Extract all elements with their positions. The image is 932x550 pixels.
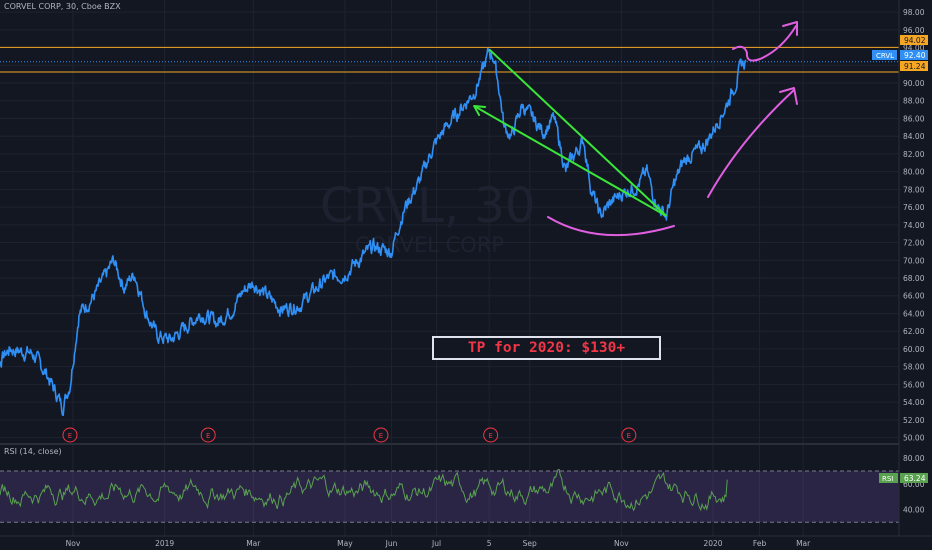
price-axis-label: 56.00 (903, 380, 925, 389)
price-axis-label: 52.00 (903, 416, 925, 425)
horizontal-levels (0, 46, 899, 73)
price-axis-label: 78.00 (903, 185, 925, 194)
up-arrow-head[interactable] (779, 87, 798, 105)
time-axis-label: 2019 (155, 539, 174, 548)
time-axis-label: Feb (753, 539, 767, 548)
time-axis-label: Nov (614, 539, 629, 548)
time-axis-label: 2020 (703, 539, 722, 548)
price-axis-label: 82.00 (903, 150, 925, 159)
price-axis-background (899, 0, 932, 550)
last-price-tag-text: 92.40 (904, 51, 926, 60)
time-axis-label: 5 (487, 539, 492, 548)
price-line (0, 47, 747, 416)
earnings-marker-label: E (68, 432, 72, 440)
price-axis-label: 88.00 (903, 97, 925, 106)
price-axis-label: 62.00 (903, 327, 925, 336)
time-axis-label: Mar (246, 539, 261, 548)
earnings-marker-label: E (627, 432, 631, 440)
last-price-tag (900, 50, 928, 60)
squiggle-arrow-marker[interactable] (732, 25, 797, 62)
time-axis[interactable]: Nov 2019 Mar May Jun Jul 5 Sep Nov 2020 Feb Mar (66, 539, 811, 548)
earnings-marker[interactable] (373, 427, 389, 443)
squiggle-arrow-head[interactable] (782, 21, 798, 36)
target-price-annotation[interactable]: TP for 2020: $130+ (432, 336, 661, 360)
earnings-marker[interactable] (200, 427, 216, 443)
price-axis-label: 72.00 (903, 239, 925, 248)
price-axis-label: 58.00 (903, 363, 925, 372)
price-axis-label: 90.00 (903, 79, 925, 88)
price-axis-label: 68.00 (903, 274, 925, 283)
symbol-header[interactable]: CORVEL CORP, 30, Cboe BZX (4, 2, 121, 11)
rsi-header[interactable]: RSI (14, close) (4, 447, 62, 456)
price-axis-label: 54.00 (903, 398, 925, 407)
rsi-axis-label: 40.00 (903, 505, 925, 514)
price-axis-label: 86.00 (903, 114, 925, 123)
time-axis-label: Jun (385, 539, 398, 548)
pane-separator (0, 443, 932, 445)
rsi-pane (0, 468, 899, 523)
price-axis-label: 66.00 (903, 292, 925, 301)
time-axis-label: Nov (66, 539, 81, 548)
price-series (0, 47, 747, 416)
rsi-axis-label: 80.00 (903, 454, 925, 463)
trendline-arrowhead[interactable] (473, 105, 487, 117)
resistance-tag (900, 35, 928, 45)
rsi-axis[interactable]: 40.00 60.00 80.00 (903, 454, 925, 514)
marker-drawings[interactable] (547, 21, 798, 237)
price-axis-label: 70.00 (903, 256, 925, 265)
rsi-band-fill (0, 471, 899, 523)
earnings-marker[interactable] (483, 427, 499, 443)
price-tags: 94.02 CRVL 92.40 91.24 RSI 63.24 (872, 35, 928, 483)
up-arrow-marker[interactable] (707, 89, 795, 198)
trendline-drawings[interactable] (473, 48, 668, 217)
price-axis-label: 74.00 (903, 221, 925, 230)
support-tag-text: 91.24 (904, 62, 926, 71)
earnings-marker[interactable] (621, 427, 637, 443)
trendline[interactable] (488, 48, 668, 217)
time-axis-label: May (337, 539, 353, 548)
rsi-value-tag-text: 63.24 (904, 474, 926, 483)
rsi-symbol-tag (879, 473, 898, 483)
earnings-marker-label: E (206, 432, 210, 440)
watermark-ticker: CRVL, 30 (320, 178, 535, 234)
price-axis-label: 60.00 (903, 345, 925, 354)
price-axis-label: 84.00 (903, 132, 925, 141)
vertical-gridlines (72, 0, 804, 536)
price-axis-label: 94.00 (903, 44, 925, 53)
rsi-value-tag (900, 473, 928, 483)
rsi-line (0, 468, 728, 512)
time-axis-background (0, 536, 932, 550)
time-axis-label: Sep (523, 539, 537, 548)
price-axis-label: 76.00 (903, 203, 925, 212)
time-axis-label: Jul (431, 539, 441, 548)
earnings-marker[interactable] (62, 427, 78, 443)
price-axis-label: 98.00 (903, 8, 925, 17)
earnings-marker-label: E (488, 432, 492, 440)
bottom-curve-marker[interactable] (547, 216, 675, 237)
support-tag (900, 61, 928, 71)
price-axis-label: 80.00 (903, 168, 925, 177)
earnings-marker-label: E (379, 432, 383, 440)
resistance-tag-text: 94.02 (904, 36, 926, 45)
last-symbol-tag-text: CRVL (876, 52, 894, 60)
price-axis-label: 50.00 (903, 434, 925, 443)
time-axis-label: Mar (796, 539, 811, 548)
last-symbol-tag (872, 50, 897, 60)
rsi-symbol-tag-text: RSI (882, 475, 893, 483)
rsi-axis-label: 60.00 (903, 480, 925, 489)
price-axis-label: 96.00 (903, 26, 925, 35)
trendline[interactable] (473, 105, 667, 217)
price-axis-label: 64.00 (903, 309, 925, 318)
